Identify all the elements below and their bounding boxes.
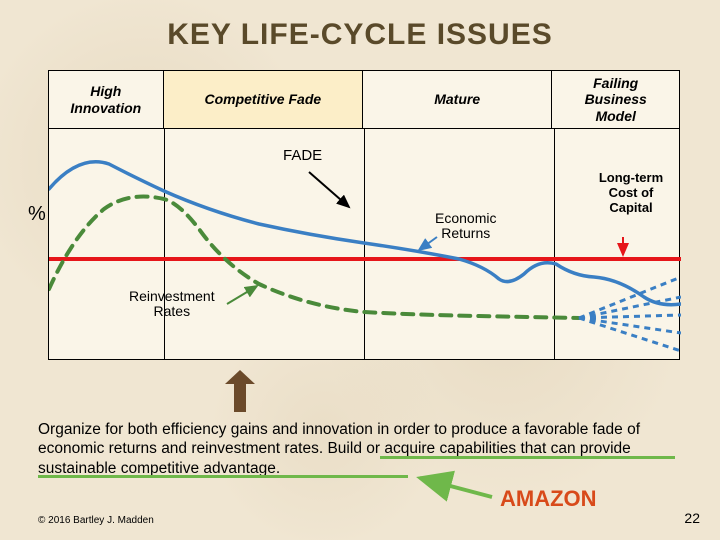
page-title: KEY LIFE-CYCLE ISSUES bbox=[0, 18, 720, 52]
column-header: Failing Business Model bbox=[552, 71, 679, 128]
caption-text: Organize for both efficiency gains and i… bbox=[38, 420, 682, 478]
column-header: High Innovation bbox=[49, 71, 164, 128]
underline-1 bbox=[380, 456, 675, 459]
economic-returns-label: EconomicReturns bbox=[435, 211, 496, 242]
page-number: 22 bbox=[684, 510, 700, 526]
chart-header-row: High InnovationCompetitive FadeMatureFai… bbox=[49, 71, 679, 129]
copyright-text: © 2016 Bartley J. Madden bbox=[38, 515, 154, 526]
underline-2 bbox=[38, 475, 408, 478]
chart-frame: High InnovationCompetitive FadeMatureFai… bbox=[48, 70, 680, 360]
column-header: Mature bbox=[363, 71, 552, 128]
reinvestment-label: ReinvestmentRates bbox=[129, 289, 215, 320]
amazon-label: AMAZON bbox=[500, 486, 597, 512]
fade-label: FADE bbox=[283, 147, 322, 164]
y-axis-label: % bbox=[28, 203, 46, 226]
chart-plot bbox=[49, 129, 681, 361]
longterm-cost-label: Long-termCost ofCapital bbox=[586, 171, 676, 216]
column-header: Competitive Fade bbox=[164, 71, 363, 128]
